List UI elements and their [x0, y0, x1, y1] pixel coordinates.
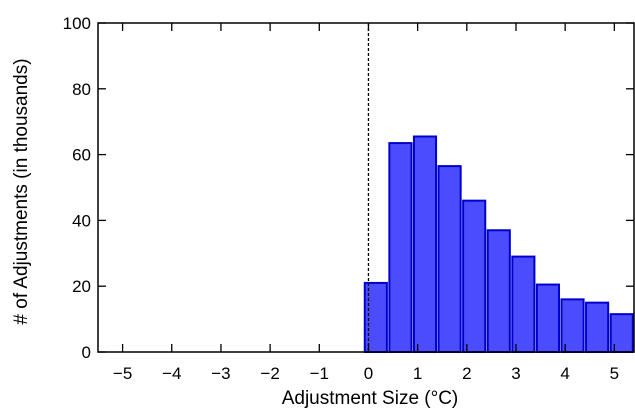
x-tick-label: 0: [364, 364, 373, 383]
bar: [462, 199, 487, 353]
x-tick-label: 1: [413, 364, 422, 383]
ticks-layer: −5 −4 −3 −2 −1 0 1 2 3 4 5 0 20 40 60 80 100: [63, 14, 634, 383]
x-tick-label: −3: [211, 364, 230, 383]
x-tick-label: −5: [113, 364, 132, 383]
bar: [437, 165, 462, 353]
bar: [388, 142, 413, 353]
x-tick-label: −2: [260, 364, 279, 383]
x-tick-label: 2: [462, 364, 471, 383]
x-tick-label: 3: [511, 364, 520, 383]
bar: [535, 283, 561, 353]
x-axis-title: Adjustment Size (°C): [282, 388, 459, 409]
bar: [412, 135, 438, 353]
y-tick-label: 100: [63, 14, 91, 33]
bar: [585, 301, 610, 353]
y-tick-label: 20: [72, 277, 91, 296]
x-tick-label: 5: [610, 364, 619, 383]
y-tick-label: 0: [82, 343, 91, 362]
bar: [486, 229, 511, 354]
y-tick-label: 80: [72, 80, 91, 99]
bar: [511, 255, 536, 353]
x-tick-label: −1: [310, 364, 329, 383]
x-tick-label: 4: [560, 364, 569, 383]
bars-layer: [363, 135, 634, 354]
plot-frame: [97, 22, 635, 353]
y-tick-label: 40: [72, 211, 91, 230]
y-axis-title: # of Adjustments (in thousands): [11, 58, 32, 324]
x-tick-label: −4: [162, 364, 181, 383]
y-tick-label: 60: [72, 146, 91, 165]
